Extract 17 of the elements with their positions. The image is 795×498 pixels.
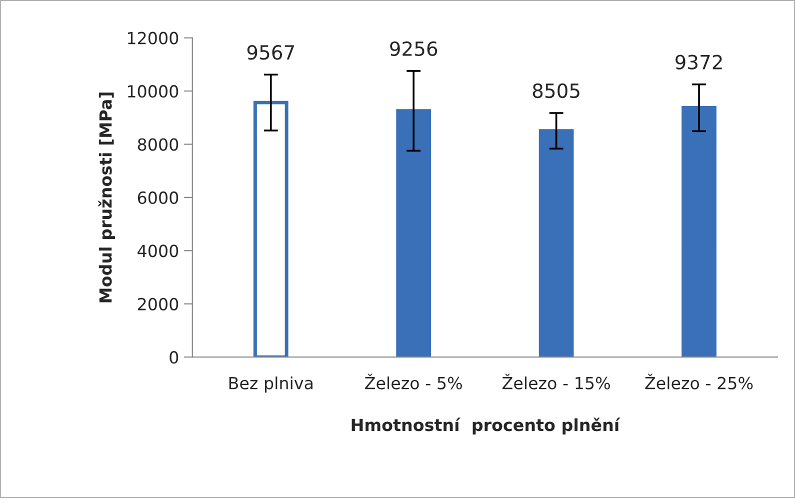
y-tick-label: 6000: [138, 191, 178, 204]
x-tick-label: Železo - 25%: [645, 374, 753, 390]
y-axis-title: Modul pružnosti [MPa]: [98, 92, 116, 302]
y-tick-label: 2000: [138, 298, 178, 310]
y-tick-label: 4000: [138, 244, 178, 258]
x-tick-label: Železo - 5%: [365, 374, 462, 390]
data-label: 9567: [247, 45, 294, 60]
data-label: 9256: [390, 41, 438, 56]
y-tick-label: 0: [170, 351, 178, 364]
data-label: 8505: [532, 83, 580, 98]
y-tick-label: 8000: [138, 138, 178, 151]
y-tick-label: 10000: [128, 85, 178, 98]
x-tick-label: Železo - 15%: [502, 374, 610, 390]
data-label: 9372: [676, 54, 722, 70]
x-axis-title: Hmotnostní procento plnění: [352, 418, 620, 434]
y-tick-label: 12000: [128, 32, 178, 44]
x-tick-label: Bez plniva: [229, 376, 312, 393]
